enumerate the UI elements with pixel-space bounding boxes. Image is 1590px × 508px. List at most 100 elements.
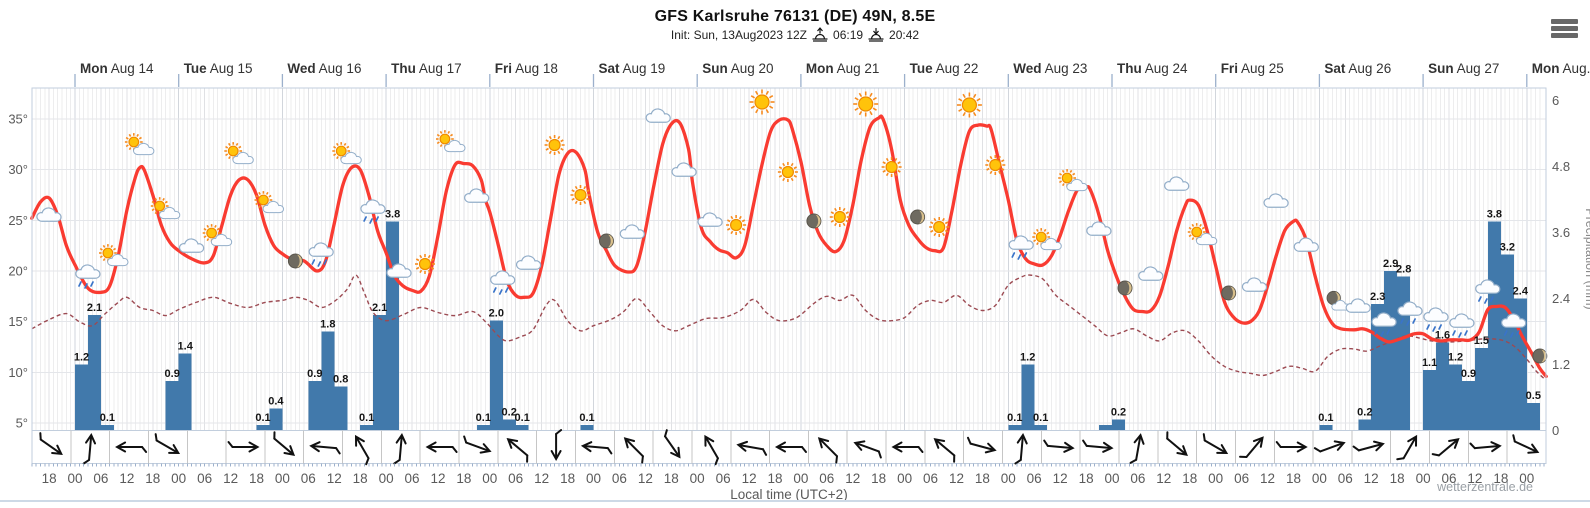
precip-bar <box>1462 381 1475 431</box>
hour-label: 12 <box>534 471 549 486</box>
precip-bar <box>1384 271 1398 431</box>
hour-label: 12 <box>638 471 653 486</box>
moon-icon <box>1221 285 1237 301</box>
cloud-icon <box>697 212 723 227</box>
dew-point-line <box>31 274 1547 381</box>
hour-label: 00 <box>1312 471 1327 486</box>
precip-value: 0.4 <box>268 396 284 408</box>
hour-label: 18 <box>1390 471 1405 486</box>
cloud-icon <box>1164 176 1190 191</box>
precip-tick: 2.4 <box>1552 291 1570 306</box>
menu-bar-icon <box>1551 33 1578 38</box>
wind-arrow-icon <box>736 440 768 456</box>
sun-behind-cloud-icon <box>332 142 362 165</box>
rain-cloud-icon <box>1501 313 1527 338</box>
sunset-time: 20:42 <box>889 27 920 42</box>
hour-label: 00 <box>1001 471 1016 486</box>
cloud-icon <box>1086 221 1112 236</box>
hour-label: 06 <box>301 471 316 486</box>
sun-icon <box>853 91 879 117</box>
hour-label: 18 <box>353 471 368 486</box>
hour-label: 12 <box>1467 471 1482 486</box>
sun-icon <box>726 215 747 235</box>
wind-arrow-icon <box>39 432 63 456</box>
precip-bar <box>515 425 529 431</box>
precip-bar <box>1423 370 1437 431</box>
rain-cloud-icon <box>1475 279 1501 304</box>
precip-bar <box>269 408 283 431</box>
day-label: Mon Aug.. <box>1532 61 1590 76</box>
precip-bar <box>1474 348 1488 431</box>
cloud-icon <box>464 188 490 203</box>
precip-value: 1.6 <box>1435 330 1450 342</box>
wind-arrow-icon <box>853 440 882 459</box>
sun-behind-cloud-icon <box>224 142 254 165</box>
precip-value: 0.1 <box>100 412 115 424</box>
wind-arrow-icon <box>1352 440 1385 452</box>
wind-arrow-icon <box>891 441 924 453</box>
cloud-icon <box>619 224 645 239</box>
temp-axis: 5° 10° 15° 20° 25° 30° 35° <box>8 112 28 431</box>
sunset-icon <box>868 28 884 42</box>
precip-bar <box>1513 298 1527 431</box>
sun-behind-cloud-icon <box>150 197 181 220</box>
hour-label: 18 <box>664 471 679 486</box>
precip-axis: 0 1.2 2.4 3.6 4.8 6 Precipitation (mm) <box>1552 93 1590 438</box>
wind-arrow-icon <box>933 437 956 463</box>
precip-value: 3.2 <box>1500 242 1515 254</box>
precip-bar <box>1436 342 1450 431</box>
hour-label: 12 <box>327 471 342 486</box>
x-axis-title: Local time (UTC+2) <box>730 487 847 502</box>
hour-label: 00 <box>1208 471 1223 486</box>
day-label: Thu Aug 24 <box>1117 61 1188 76</box>
sun-behind-cloud-icon <box>99 244 129 267</box>
precip-bar <box>1034 425 1048 431</box>
cloud-icon <box>386 263 412 278</box>
wind-arrow-icon <box>115 441 148 453</box>
precip-bar <box>1008 425 1022 431</box>
precip-value: 1.8 <box>320 319 335 331</box>
precip-tick: 6 <box>1552 93 1559 108</box>
sun-icon <box>749 89 775 115</box>
temp-tick: 25° <box>8 213 28 228</box>
hour-label: 12 <box>742 471 757 486</box>
precip-bars <box>75 221 1540 431</box>
hour-label: 06 <box>923 471 938 486</box>
precip-bar-labels: 1.2 2.1 0.1 0.9 1.4 0.1 0.4 0.9 1.8 0.8 0.1 2.1 3.8 0… <box>74 209 1541 425</box>
rain-cloud-icon <box>308 242 334 267</box>
precip-bar <box>308 381 322 431</box>
sun-icon <box>929 217 950 237</box>
hour-label: 06 <box>508 471 523 486</box>
menu-button[interactable] <box>1551 19 1578 41</box>
wind-arrow-icon <box>774 441 807 453</box>
moon-icon <box>287 253 303 269</box>
temp-tick: 20° <box>8 264 28 279</box>
sunrise-icon <box>812 27 828 42</box>
precip-value: 1.2 <box>74 352 89 364</box>
hour-label: 00 <box>897 471 912 486</box>
watermark: wetterzentrale.de <box>1436 480 1533 494</box>
hour-label: 18 <box>1079 471 1094 486</box>
wind-arrow-icon <box>227 441 260 453</box>
sun-icon <box>985 155 1006 175</box>
precip-value: 1.2 <box>1020 352 1035 364</box>
hour-label: 18 <box>1493 471 1508 486</box>
precip-value: 2.3 <box>1370 291 1385 303</box>
precip-value: 2.0 <box>489 308 504 320</box>
hour-label: 12 <box>223 471 238 486</box>
precip-bar <box>1319 425 1333 431</box>
wind-arrow-icon <box>154 433 181 455</box>
day-label: Sun Aug 27 <box>1428 61 1499 76</box>
sun-icon <box>829 207 850 227</box>
init-label: Init: Sun, 13Aug2023 12Z <box>670 27 808 42</box>
precip-bar <box>1112 419 1125 431</box>
wind-arrow-icon <box>506 437 529 463</box>
moon-icon <box>910 209 926 225</box>
day-label: Fri Aug 25 <box>1221 61 1284 76</box>
precip-value: 2.8 <box>1396 264 1411 276</box>
sun-behind-cloud-icon <box>124 133 155 156</box>
hour-label: 18 <box>145 471 160 486</box>
precip-value: 0.8 <box>333 374 348 386</box>
precip-bar <box>580 425 594 431</box>
page-title: GFS Karlsruhe 76131 (DE) 49N, 8.5E <box>654 8 936 25</box>
